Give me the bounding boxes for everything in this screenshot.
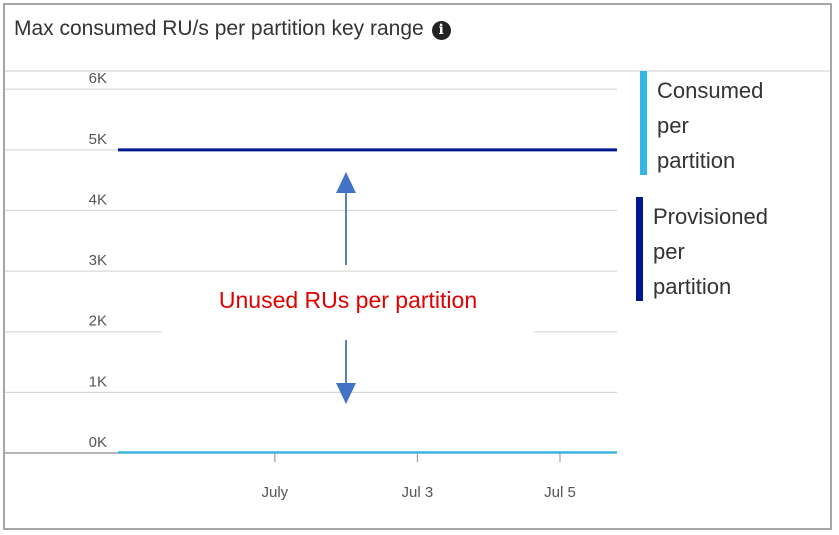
arrow-down-head [336, 383, 356, 404]
legend-label-consumed: Consumed per partition [657, 78, 764, 173]
y-tick-label: 4K [89, 191, 107, 208]
x-tick-label: Jul 5 [544, 484, 576, 501]
chart-title: Max consumed RU/s per partition key rang… [14, 18, 451, 40]
y-tick-label: 6K [89, 70, 107, 87]
y-tick-label: 3K [89, 252, 107, 269]
x-tick-label: July [261, 484, 288, 501]
annotation-background [162, 272, 534, 336]
annotation-text: Unused RUs per partition [219, 287, 477, 313]
info-icon[interactable]: i [431, 21, 451, 40]
y-tick-label: 5K [89, 131, 107, 148]
chart-title-text: Max consumed RU/s per partition key rang… [14, 17, 424, 40]
chart-panel [3, 3, 832, 530]
legend-swatch-consumed [640, 71, 647, 175]
y-tick-label: 0K [89, 434, 107, 451]
legend-item-consumed[interactable]: Consumed per partition [640, 71, 797, 178]
legend-swatch-provisioned [636, 197, 643, 301]
arrow-up-head [336, 172, 356, 193]
x-tick-label: Jul 3 [402, 484, 434, 501]
legend-item-provisioned[interactable]: Provisioned per partition [636, 197, 813, 304]
legend-label-provisioned: Provisioned per partition [653, 204, 768, 299]
y-tick-label: 2K [89, 313, 107, 330]
y-tick-label: 1K [89, 373, 107, 390]
